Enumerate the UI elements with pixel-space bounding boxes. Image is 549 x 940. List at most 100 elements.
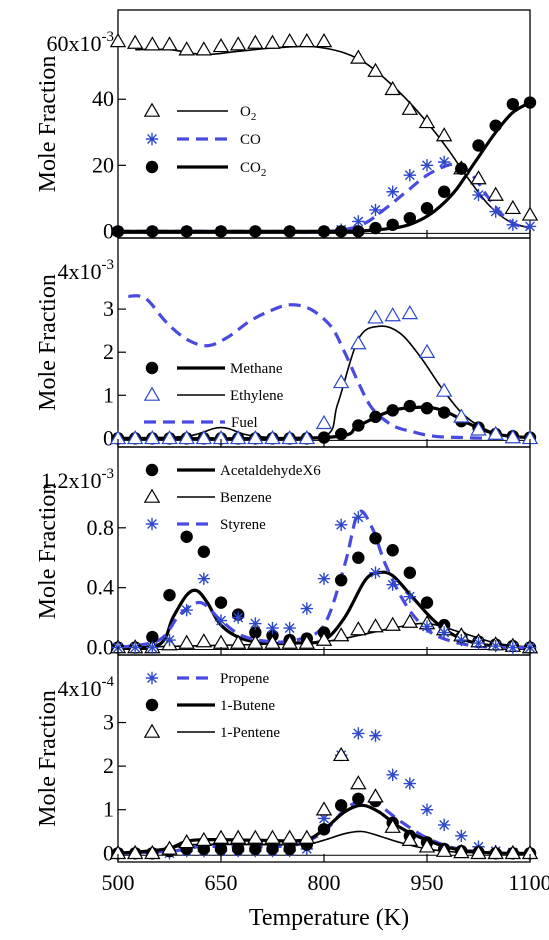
data-point-1-butene bbox=[214, 842, 228, 856]
data-point-ethylene bbox=[350, 335, 367, 350]
data-point-propene bbox=[455, 829, 468, 843]
data-point-1-pentene bbox=[367, 788, 384, 803]
legend-label-text: AcetaldehydeX6 bbox=[220, 463, 321, 479]
data-point-methane bbox=[352, 419, 365, 432]
data-point-styrene bbox=[266, 621, 279, 635]
data-point-co2 bbox=[249, 225, 262, 238]
data-point-o2 bbox=[401, 100, 419, 115]
panel-1-ytick-label: 0 bbox=[103, 218, 114, 243]
data-point-1-butene bbox=[317, 823, 331, 836]
data-point-co2 bbox=[386, 218, 399, 231]
legend-label: CO2 bbox=[240, 160, 266, 179]
data-point-1-butene bbox=[283, 842, 296, 856]
data-point-1-pentene bbox=[126, 844, 144, 860]
data-point-co bbox=[352, 215, 365, 228]
x-tick-label: 650 bbox=[205, 870, 238, 895]
data-point-1-pentene bbox=[332, 746, 350, 762]
legend-marker bbox=[143, 723, 161, 738]
legend-label: CO bbox=[240, 132, 261, 148]
legend-label-text: CO bbox=[240, 160, 261, 176]
panel-4-y-axis-title: Mole Fraction bbox=[35, 690, 61, 827]
legend-label: Styrene bbox=[220, 517, 266, 533]
data-point-methane bbox=[386, 404, 399, 417]
data-point-1-pentene bbox=[384, 818, 401, 833]
data-point-styrene bbox=[283, 621, 296, 635]
x-tick-label: 950 bbox=[411, 870, 444, 895]
exponent-base: 4x10 bbox=[58, 676, 102, 701]
data-point-co bbox=[472, 188, 485, 202]
data-point-1-pentene bbox=[418, 838, 436, 853]
data-point-benzene bbox=[195, 633, 213, 648]
panel-1-series-o2 bbox=[109, 32, 539, 221]
data-point-ethylene bbox=[281, 429, 298, 445]
data-point-ethylene bbox=[504, 429, 522, 444]
data-point-styrene bbox=[352, 511, 365, 524]
data-point-acetaldehydex6 bbox=[180, 530, 193, 543]
data-point-ethylene bbox=[229, 429, 247, 445]
data-point-o2 bbox=[470, 170, 487, 185]
panel-1-yaxis-top-label: 60x10-3 bbox=[47, 29, 115, 56]
data-point-benzene bbox=[315, 631, 333, 646]
exponent-base: 4x10 bbox=[58, 259, 102, 284]
x-tick-label: 1100 bbox=[508, 870, 549, 895]
data-point-acetaldehydex6 bbox=[146, 630, 159, 644]
data-point-acetaldehydex6 bbox=[420, 596, 434, 609]
data-point-co bbox=[369, 203, 382, 217]
panel-2-ytick-label: 3 bbox=[103, 296, 114, 321]
panel-2-yaxis-top-label: 4x10-3 bbox=[58, 257, 115, 284]
data-point-co2 bbox=[420, 202, 434, 215]
data-point-styrene bbox=[231, 611, 245, 624]
data-point-propene bbox=[403, 777, 417, 790]
data-point-styrene bbox=[197, 572, 211, 585]
data-point-co2 bbox=[455, 162, 468, 175]
data-point-1-pentene bbox=[401, 831, 419, 847]
data-point-benzene bbox=[264, 634, 281, 649]
data-point-co2 bbox=[489, 119, 502, 132]
data-point-o2 bbox=[264, 34, 281, 49]
data-point-propene bbox=[317, 812, 331, 825]
data-point-1-butene bbox=[266, 842, 279, 856]
data-point-1-pentene bbox=[435, 842, 453, 857]
panel-3-series-styrene bbox=[111, 511, 537, 654]
legend-label-text: Propene bbox=[220, 671, 269, 687]
data-point-benzene bbox=[298, 634, 316, 649]
data-point-co bbox=[386, 185, 399, 198]
data-point-styrene bbox=[403, 590, 417, 603]
data-point-co2 bbox=[283, 225, 296, 238]
legend-label-text: 1-Butene bbox=[220, 698, 275, 714]
legend-marker bbox=[143, 102, 161, 117]
data-point-propene bbox=[386, 768, 399, 782]
exponent-power: -3 bbox=[102, 257, 115, 273]
data-point-acetaldehydex6 bbox=[352, 551, 365, 564]
data-point-co2 bbox=[523, 96, 537, 109]
data-point-co2 bbox=[437, 185, 451, 198]
panel-3-ytick-label: 0.0 bbox=[87, 635, 115, 660]
panel-4-ytick-label: 3 bbox=[103, 710, 114, 735]
data-point-1-pentene bbox=[281, 829, 298, 844]
data-point-1-pentene bbox=[298, 829, 316, 844]
data-point-1-pentene bbox=[229, 829, 247, 844]
data-point-benzene bbox=[332, 627, 350, 642]
data-point-o2 bbox=[178, 41, 195, 56]
data-point-1-pentene bbox=[470, 844, 487, 860]
panel-2-y-axis-title: Mole Fraction bbox=[35, 274, 61, 411]
data-point-styrene bbox=[214, 614, 228, 627]
panel-1-y-axis-title: Mole Fraction bbox=[35, 56, 61, 193]
panel-2-ytick-label: 0 bbox=[103, 425, 114, 450]
panel-2-series-ethylene bbox=[109, 305, 539, 445]
legend-marker bbox=[145, 132, 159, 146]
panel-3-yaxis-top-label: 1.2x10-3 bbox=[41, 466, 114, 493]
data-point-1-pentene bbox=[504, 844, 522, 860]
legend-marker bbox=[145, 671, 159, 685]
data-point-co2 bbox=[403, 211, 417, 225]
legend-marker bbox=[143, 488, 161, 503]
data-point-o2 bbox=[367, 62, 384, 77]
data-point-o2 bbox=[504, 199, 522, 215]
panel-3-ytick-label: 0.8 bbox=[87, 515, 115, 540]
data-point-styrene bbox=[472, 636, 485, 650]
data-point-co2 bbox=[369, 221, 382, 235]
data-point-o2 bbox=[487, 186, 504, 201]
